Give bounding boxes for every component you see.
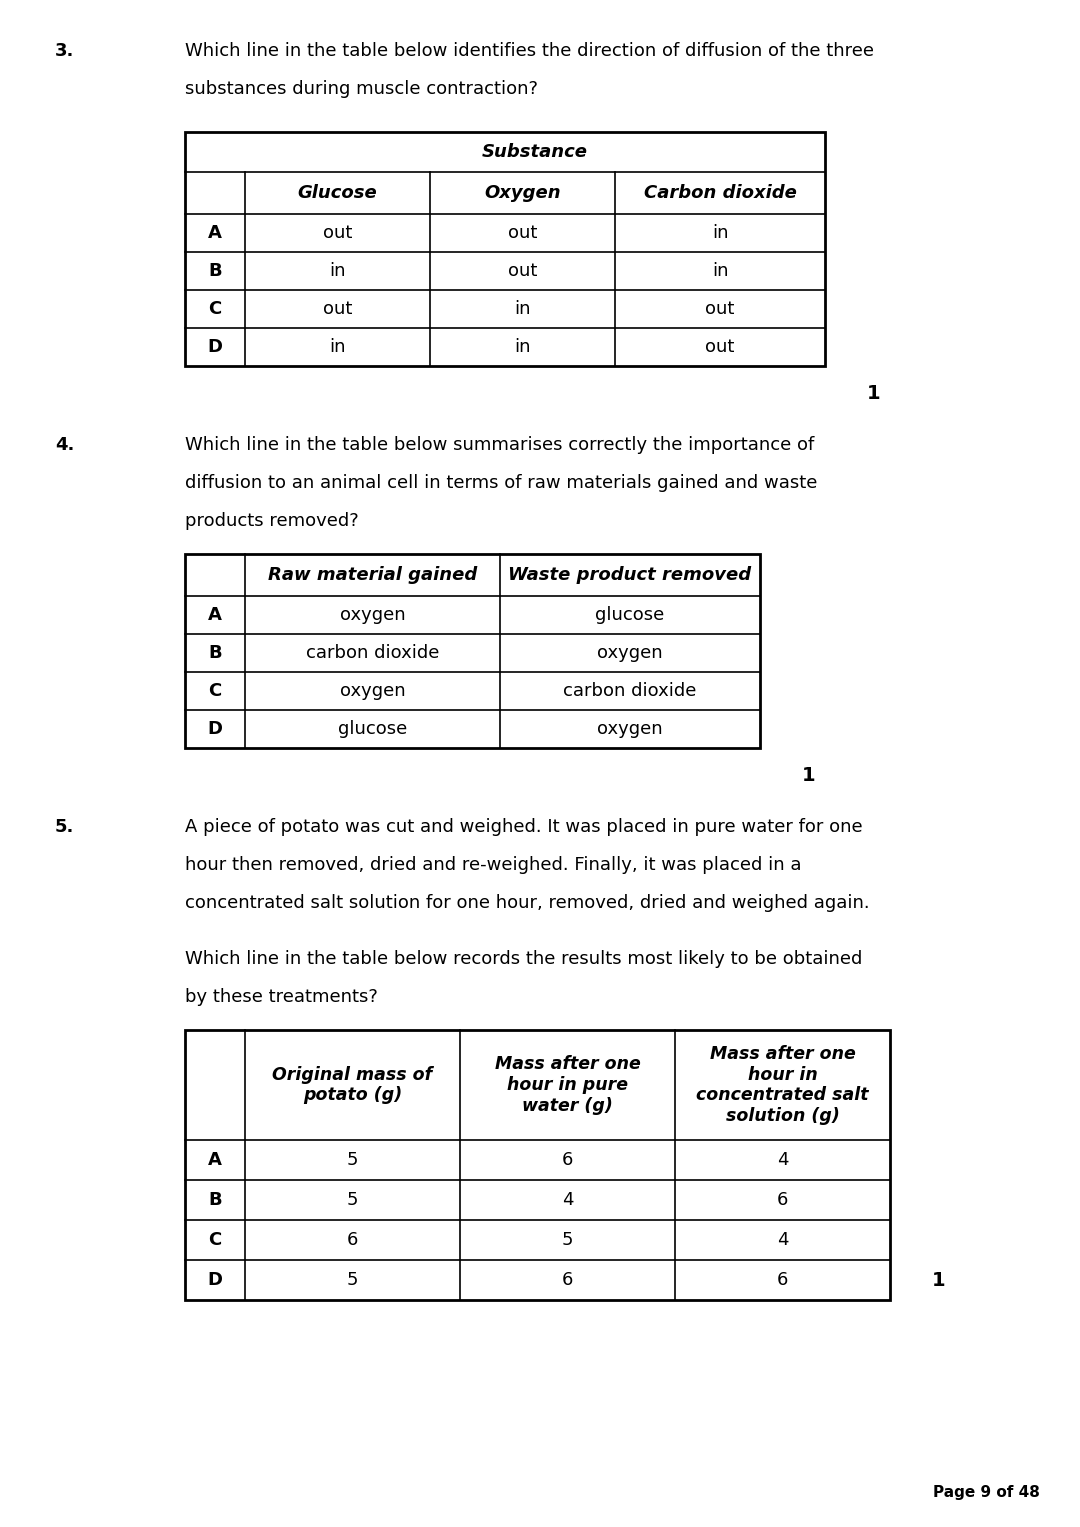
- Text: 4.: 4.: [55, 437, 75, 454]
- Text: concentrated salt solution for one hour, removed, dried and weighed again.: concentrated salt solution for one hour,…: [185, 893, 869, 912]
- Text: 1: 1: [866, 383, 880, 403]
- Text: out: out: [705, 299, 734, 318]
- Text: diffusion to an animal cell in terms of raw materials gained and waste: diffusion to an animal cell in terms of …: [185, 473, 818, 492]
- Text: substances during muscle contraction?: substances during muscle contraction?: [185, 79, 538, 98]
- Text: in: in: [514, 337, 530, 356]
- Text: out: out: [705, 337, 734, 356]
- Text: A: A: [208, 1151, 221, 1170]
- Text: oxygen: oxygen: [340, 606, 405, 625]
- Text: A piece of potato was cut and weighed. It was placed in pure water for one: A piece of potato was cut and weighed. I…: [185, 818, 863, 835]
- Text: Page 9 of 48: Page 9 of 48: [933, 1484, 1040, 1500]
- Text: by these treatments?: by these treatments?: [185, 988, 378, 1006]
- Text: Substance: Substance: [482, 144, 588, 160]
- Text: Original mass of
potato (g): Original mass of potato (g): [272, 1066, 433, 1104]
- Text: B: B: [208, 1191, 221, 1209]
- Text: 4: 4: [777, 1231, 788, 1249]
- Text: Oxygen: Oxygen: [484, 183, 561, 202]
- Text: D: D: [207, 1270, 222, 1289]
- Text: in: in: [329, 337, 346, 356]
- Text: 1: 1: [931, 1270, 945, 1289]
- Text: out: out: [508, 263, 537, 279]
- Text: 5.: 5.: [55, 818, 75, 835]
- Text: 5: 5: [347, 1270, 359, 1289]
- Text: 3.: 3.: [55, 43, 75, 60]
- Text: glucose: glucose: [595, 606, 664, 625]
- Text: 6: 6: [562, 1270, 573, 1289]
- Text: 6: 6: [777, 1191, 788, 1209]
- Text: 4: 4: [777, 1151, 788, 1170]
- Text: 4: 4: [562, 1191, 573, 1209]
- Text: out: out: [508, 224, 537, 241]
- Text: B: B: [208, 263, 221, 279]
- Text: A: A: [208, 606, 221, 625]
- Text: 6: 6: [777, 1270, 788, 1289]
- Text: carbon dioxide: carbon dioxide: [306, 644, 440, 663]
- Text: A: A: [208, 224, 221, 241]
- Text: oxygen: oxygen: [340, 683, 405, 699]
- Bar: [185, 131, 825, 366]
- Text: Which line in the table below identifies the direction of diffusion of the three: Which line in the table below identifies…: [185, 43, 874, 60]
- Text: C: C: [208, 683, 221, 699]
- Text: 5: 5: [562, 1231, 573, 1249]
- Text: Carbon dioxide: Carbon dioxide: [644, 183, 796, 202]
- Bar: [185, 1031, 890, 1299]
- Text: out: out: [323, 224, 352, 241]
- Text: Waste product removed: Waste product removed: [509, 567, 752, 583]
- Bar: [185, 554, 760, 748]
- Text: Raw material gained: Raw material gained: [268, 567, 477, 583]
- Text: oxygen: oxygen: [597, 721, 663, 738]
- Text: Mass after one
hour in
concentrated salt
solution (g): Mass after one hour in concentrated salt…: [697, 1044, 868, 1125]
- Text: in: in: [329, 263, 346, 279]
- Text: in: in: [712, 263, 728, 279]
- Text: C: C: [208, 1231, 221, 1249]
- Text: 1: 1: [801, 767, 815, 785]
- Text: 6: 6: [347, 1231, 359, 1249]
- Text: D: D: [207, 337, 222, 356]
- Text: out: out: [323, 299, 352, 318]
- Text: hour then removed, dried and re-weighed. Finally, it was placed in a: hour then removed, dried and re-weighed.…: [185, 857, 801, 873]
- Text: Which line in the table below records the results most likely to be obtained: Which line in the table below records th…: [185, 950, 862, 968]
- Text: glucose: glucose: [338, 721, 407, 738]
- Text: in: in: [712, 224, 728, 241]
- Text: in: in: [514, 299, 530, 318]
- Text: Which line in the table below summarises correctly the importance of: Which line in the table below summarises…: [185, 437, 814, 454]
- Text: B: B: [208, 644, 221, 663]
- Text: products removed?: products removed?: [185, 512, 359, 530]
- Text: C: C: [208, 299, 221, 318]
- Text: 5: 5: [347, 1151, 359, 1170]
- Text: Glucose: Glucose: [298, 183, 377, 202]
- Text: D: D: [207, 721, 222, 738]
- Text: Mass after one
hour in pure
water (g): Mass after one hour in pure water (g): [495, 1055, 640, 1115]
- Text: carbon dioxide: carbon dioxide: [564, 683, 697, 699]
- Text: 5: 5: [347, 1191, 359, 1209]
- Text: oxygen: oxygen: [597, 644, 663, 663]
- Text: 6: 6: [562, 1151, 573, 1170]
